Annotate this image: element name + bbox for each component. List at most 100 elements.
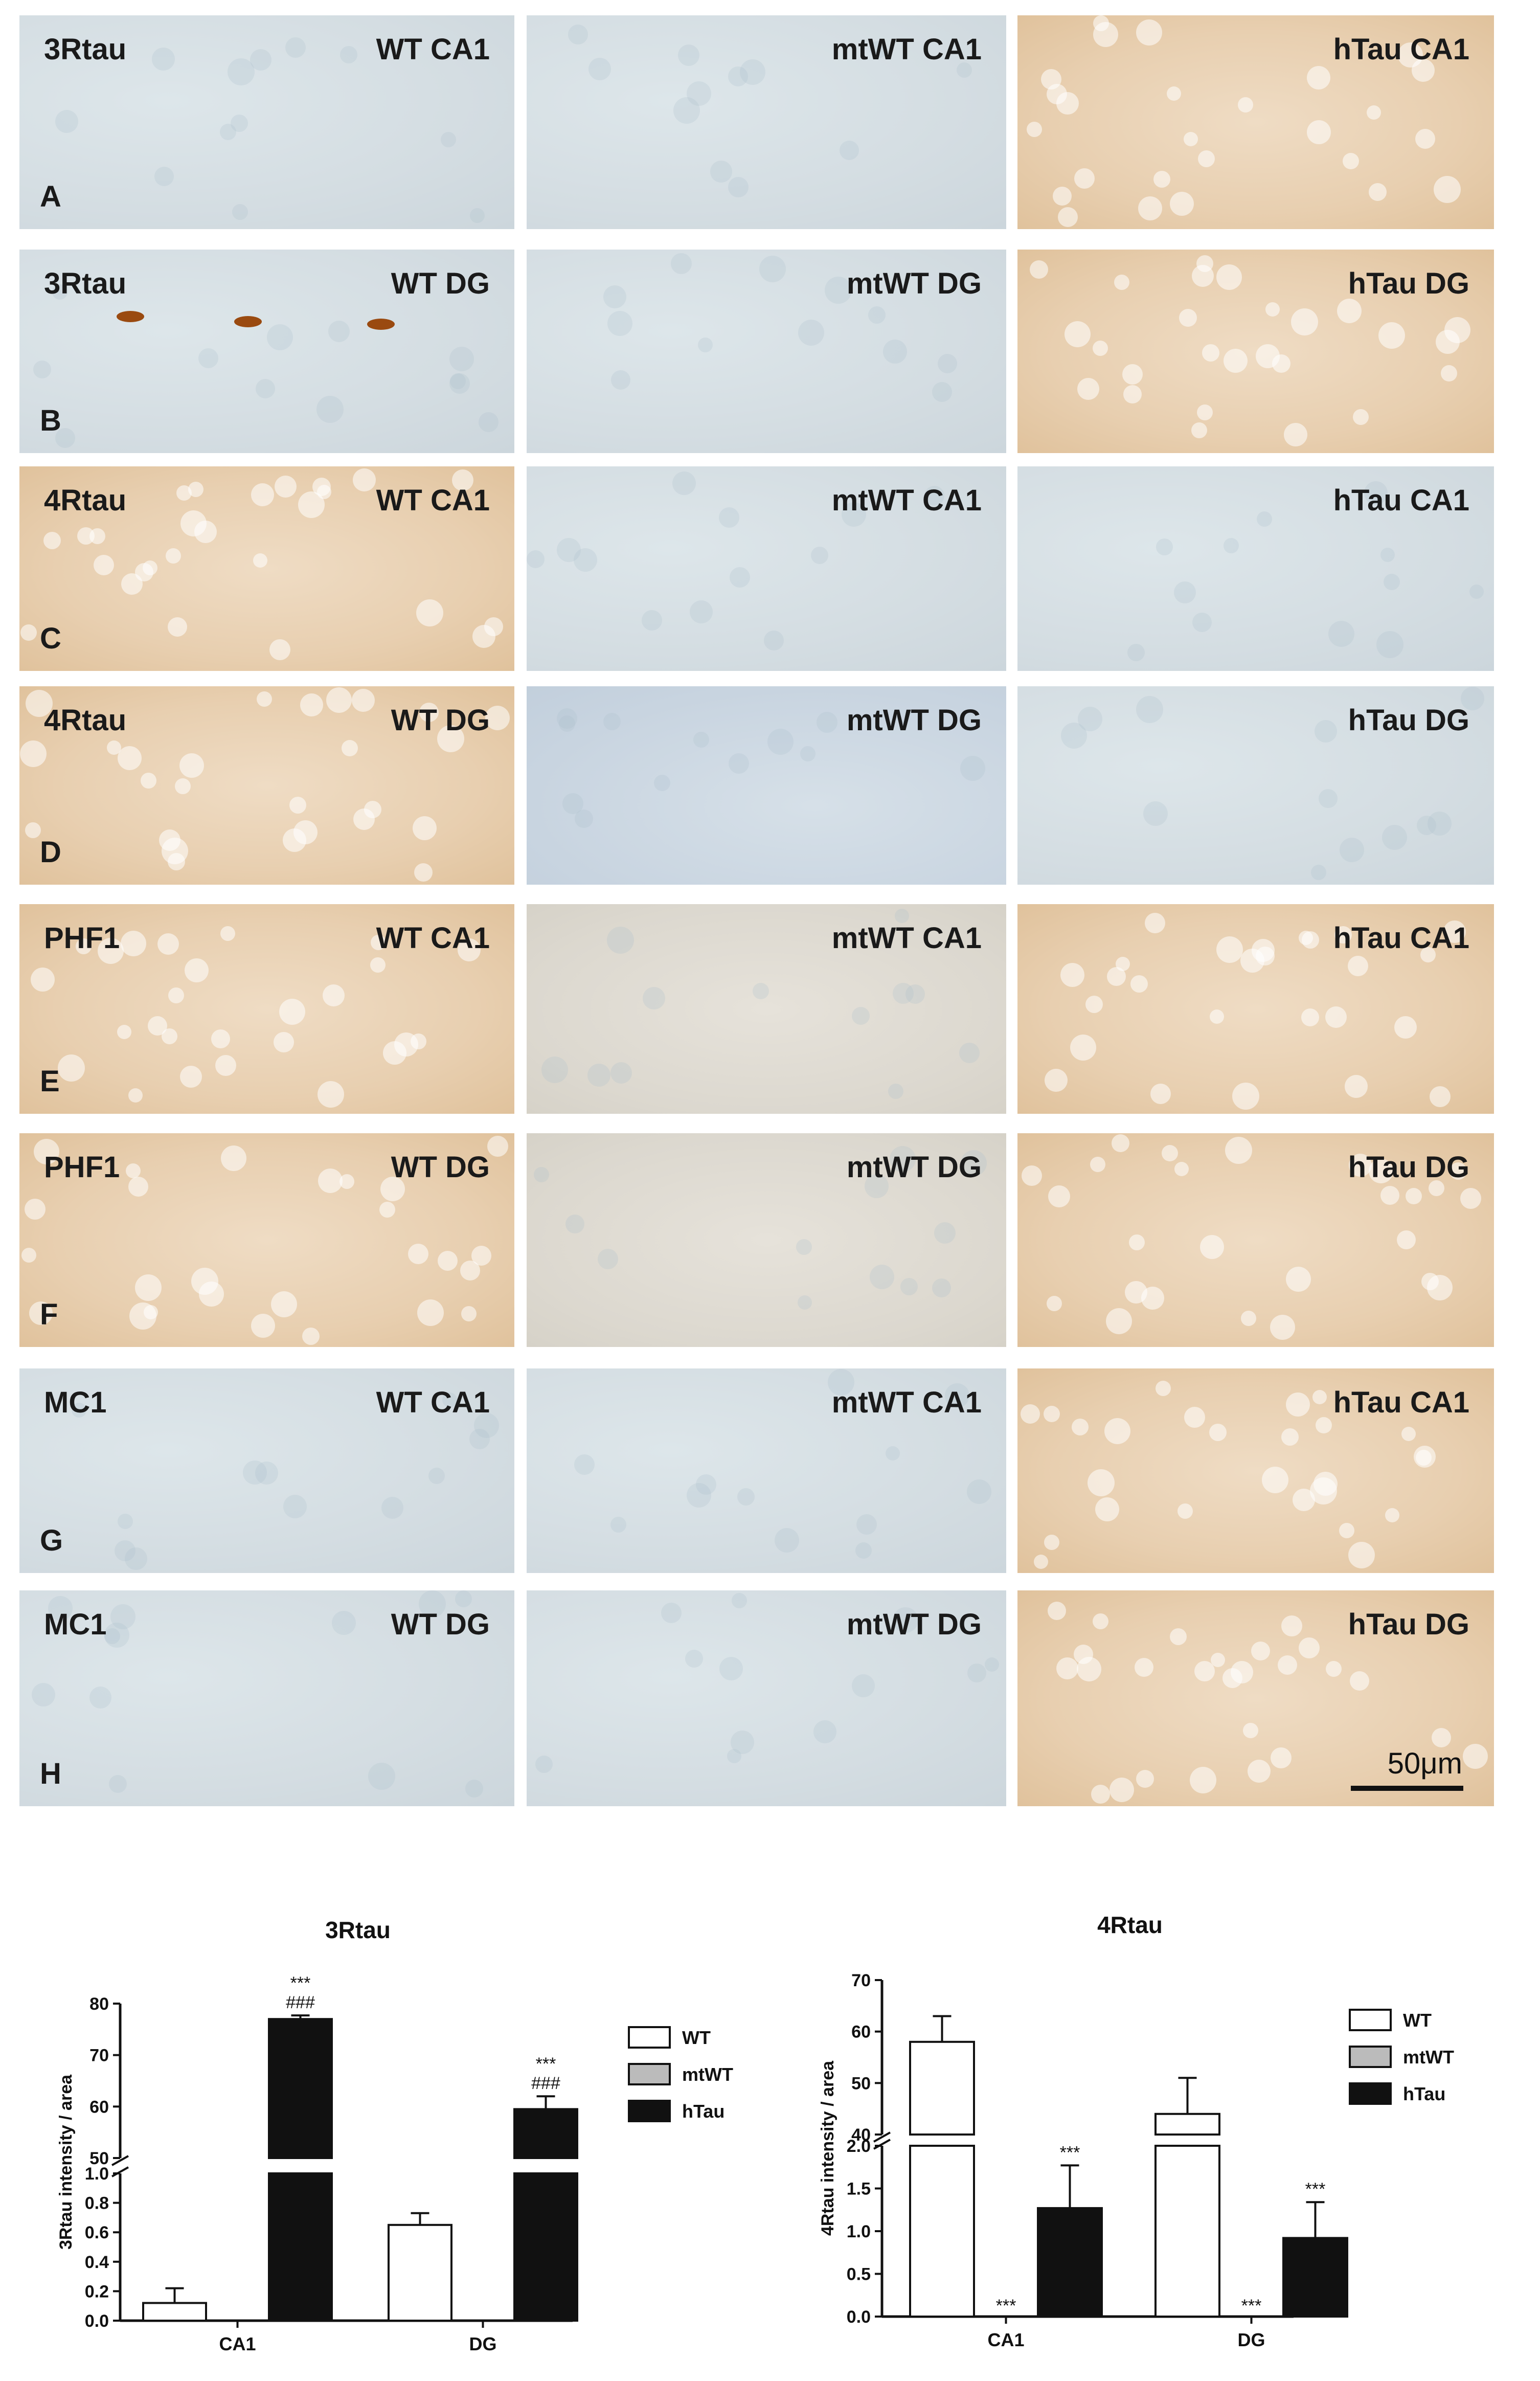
cell-nucleus	[121, 931, 146, 956]
micrograph-f-3: hTau DG	[1017, 1133, 1494, 1347]
cell-nucleus	[1463, 1744, 1488, 1769]
panel-letter: E	[40, 1065, 60, 1098]
cell-nucleus	[26, 690, 53, 717]
condition-label: WT CA1	[376, 922, 490, 955]
micrograph-e-2: mtWT CA1	[527, 904, 1006, 1114]
y-tick-label: 1.0	[85, 2164, 109, 2184]
cell-nucleus	[1378, 322, 1405, 349]
bar-htau-dg-lower	[513, 2172, 578, 2322]
cell-nucleus	[94, 555, 114, 575]
cell-nucleus	[574, 1454, 595, 1475]
stain-label: 3Rtau	[44, 33, 127, 66]
significance-label: ###	[531, 2074, 560, 2093]
cell-nucleus	[588, 58, 611, 80]
cell-nucleus	[1114, 275, 1129, 290]
axis-break-mark	[873, 2131, 891, 2143]
cell-nucleus	[1153, 171, 1170, 188]
cell-nucleus	[198, 348, 218, 368]
cell-nucleus	[798, 320, 824, 346]
cell-nucleus	[302, 1328, 320, 1345]
micrograph-b-2: mtWT DG	[527, 250, 1006, 453]
cell-nucleus	[275, 476, 297, 498]
cell-nucleus	[905, 984, 925, 1004]
x-tick-label: DG	[469, 2333, 497, 2354]
chart-title: 3Rtau	[325, 1917, 391, 1943]
cell-nucleus	[21, 1248, 36, 1263]
legend-label: hTau	[1403, 2083, 1445, 2104]
cell-nucleus	[1271, 1747, 1292, 1768]
cell-nucleus	[1436, 330, 1460, 354]
cell-nucleus	[1248, 1760, 1271, 1783]
cell-nucleus	[1251, 1642, 1270, 1660]
cell-nucleus	[574, 548, 597, 572]
cell-nucleus	[152, 48, 175, 71]
cell-nucleus	[269, 639, 290, 660]
cell-nucleus	[441, 132, 456, 147]
cell-nucleus	[825, 277, 852, 304]
cell-nucleus	[1401, 1427, 1416, 1441]
micrograph-f-1: PHF1 F WT DG	[19, 1133, 514, 1347]
cell-nucleus	[1350, 1671, 1369, 1691]
legend-swatch-htau	[628, 2100, 671, 2122]
cell-nucleus	[1252, 939, 1275, 962]
cell-nucleus	[693, 732, 709, 748]
cell-nucleus	[587, 1064, 610, 1087]
cell-nucleus	[1022, 1165, 1042, 1186]
cell-nucleus	[438, 1251, 458, 1271]
micrograph-a-3: hTau CA1	[1017, 15, 1494, 229]
cell-nucleus	[598, 1249, 618, 1269]
y-tick-label: 50	[851, 2074, 871, 2093]
cell-nucleus	[1074, 168, 1095, 189]
cell-nucleus	[661, 1603, 682, 1623]
cell-nucleus	[1270, 1315, 1295, 1340]
chart-3rtau: 3Rtau 3Rtau intensity / area 0.0 0.2 0.4 0.6 0…	[56, 1917, 733, 2354]
cell-nucleus	[798, 1295, 812, 1310]
axis-break-mark	[873, 2139, 891, 2150]
cell-nucleus	[34, 1139, 59, 1164]
cell-nucleus	[353, 808, 375, 830]
cell-nucleus	[527, 550, 545, 568]
cell-nucleus	[1072, 1419, 1089, 1435]
cell-nucleus	[72, 1403, 86, 1418]
cell-nucleus	[300, 693, 323, 716]
cell-nucleus	[154, 167, 174, 186]
cell-nucleus	[828, 1369, 854, 1396]
cell-nucleus	[1184, 1407, 1205, 1428]
cell-nucleus	[1058, 207, 1078, 227]
cell-nucleus	[414, 863, 433, 882]
y-tick-label: 70	[851, 1971, 871, 1990]
cell-nucleus	[371, 935, 386, 950]
cell-nucleus	[1129, 1234, 1145, 1250]
cell-nucleus	[326, 687, 352, 713]
cell-nucleus	[316, 396, 344, 423]
cell-nucleus	[474, 1413, 499, 1438]
cell-nucleus	[43, 532, 61, 549]
micrograph-g-1: MC1 G WT CA1	[19, 1368, 514, 1573]
cell-nucleus	[1257, 511, 1272, 527]
cell-nucleus	[1384, 574, 1400, 590]
y-tick-label: 0.4	[85, 2253, 109, 2272]
cell-nucleus	[104, 1623, 129, 1648]
cell-nucleus	[1429, 1180, 1444, 1196]
cell-nucleus	[938, 354, 957, 373]
cell-nucleus	[1319, 789, 1338, 808]
y-tick-label: 2.0	[847, 2137, 871, 2156]
panel-letter: B	[40, 404, 61, 437]
legend-swatch-wt	[1349, 2009, 1392, 2031]
cell-nucleus	[126, 1163, 141, 1178]
cell-nucleus	[1179, 309, 1197, 327]
cell-nucleus	[1243, 1723, 1258, 1738]
cell-nucleus	[562, 793, 583, 814]
cell-nucleus	[168, 617, 187, 637]
cell-nucleus	[1299, 1637, 1320, 1658]
cell-nucleus	[932, 1278, 951, 1297]
cell-nucleus	[221, 1145, 246, 1171]
cell-nucleus	[251, 1314, 275, 1338]
cell-nucleus	[1325, 1006, 1347, 1028]
y-tick-label: 1.5	[847, 2180, 871, 2199]
cell-nucleus	[89, 528, 105, 544]
cell-nucleus	[20, 740, 47, 767]
cell-nucleus	[29, 1301, 53, 1325]
cell-nucleus	[231, 115, 248, 132]
cell-nucleus	[381, 1497, 403, 1519]
